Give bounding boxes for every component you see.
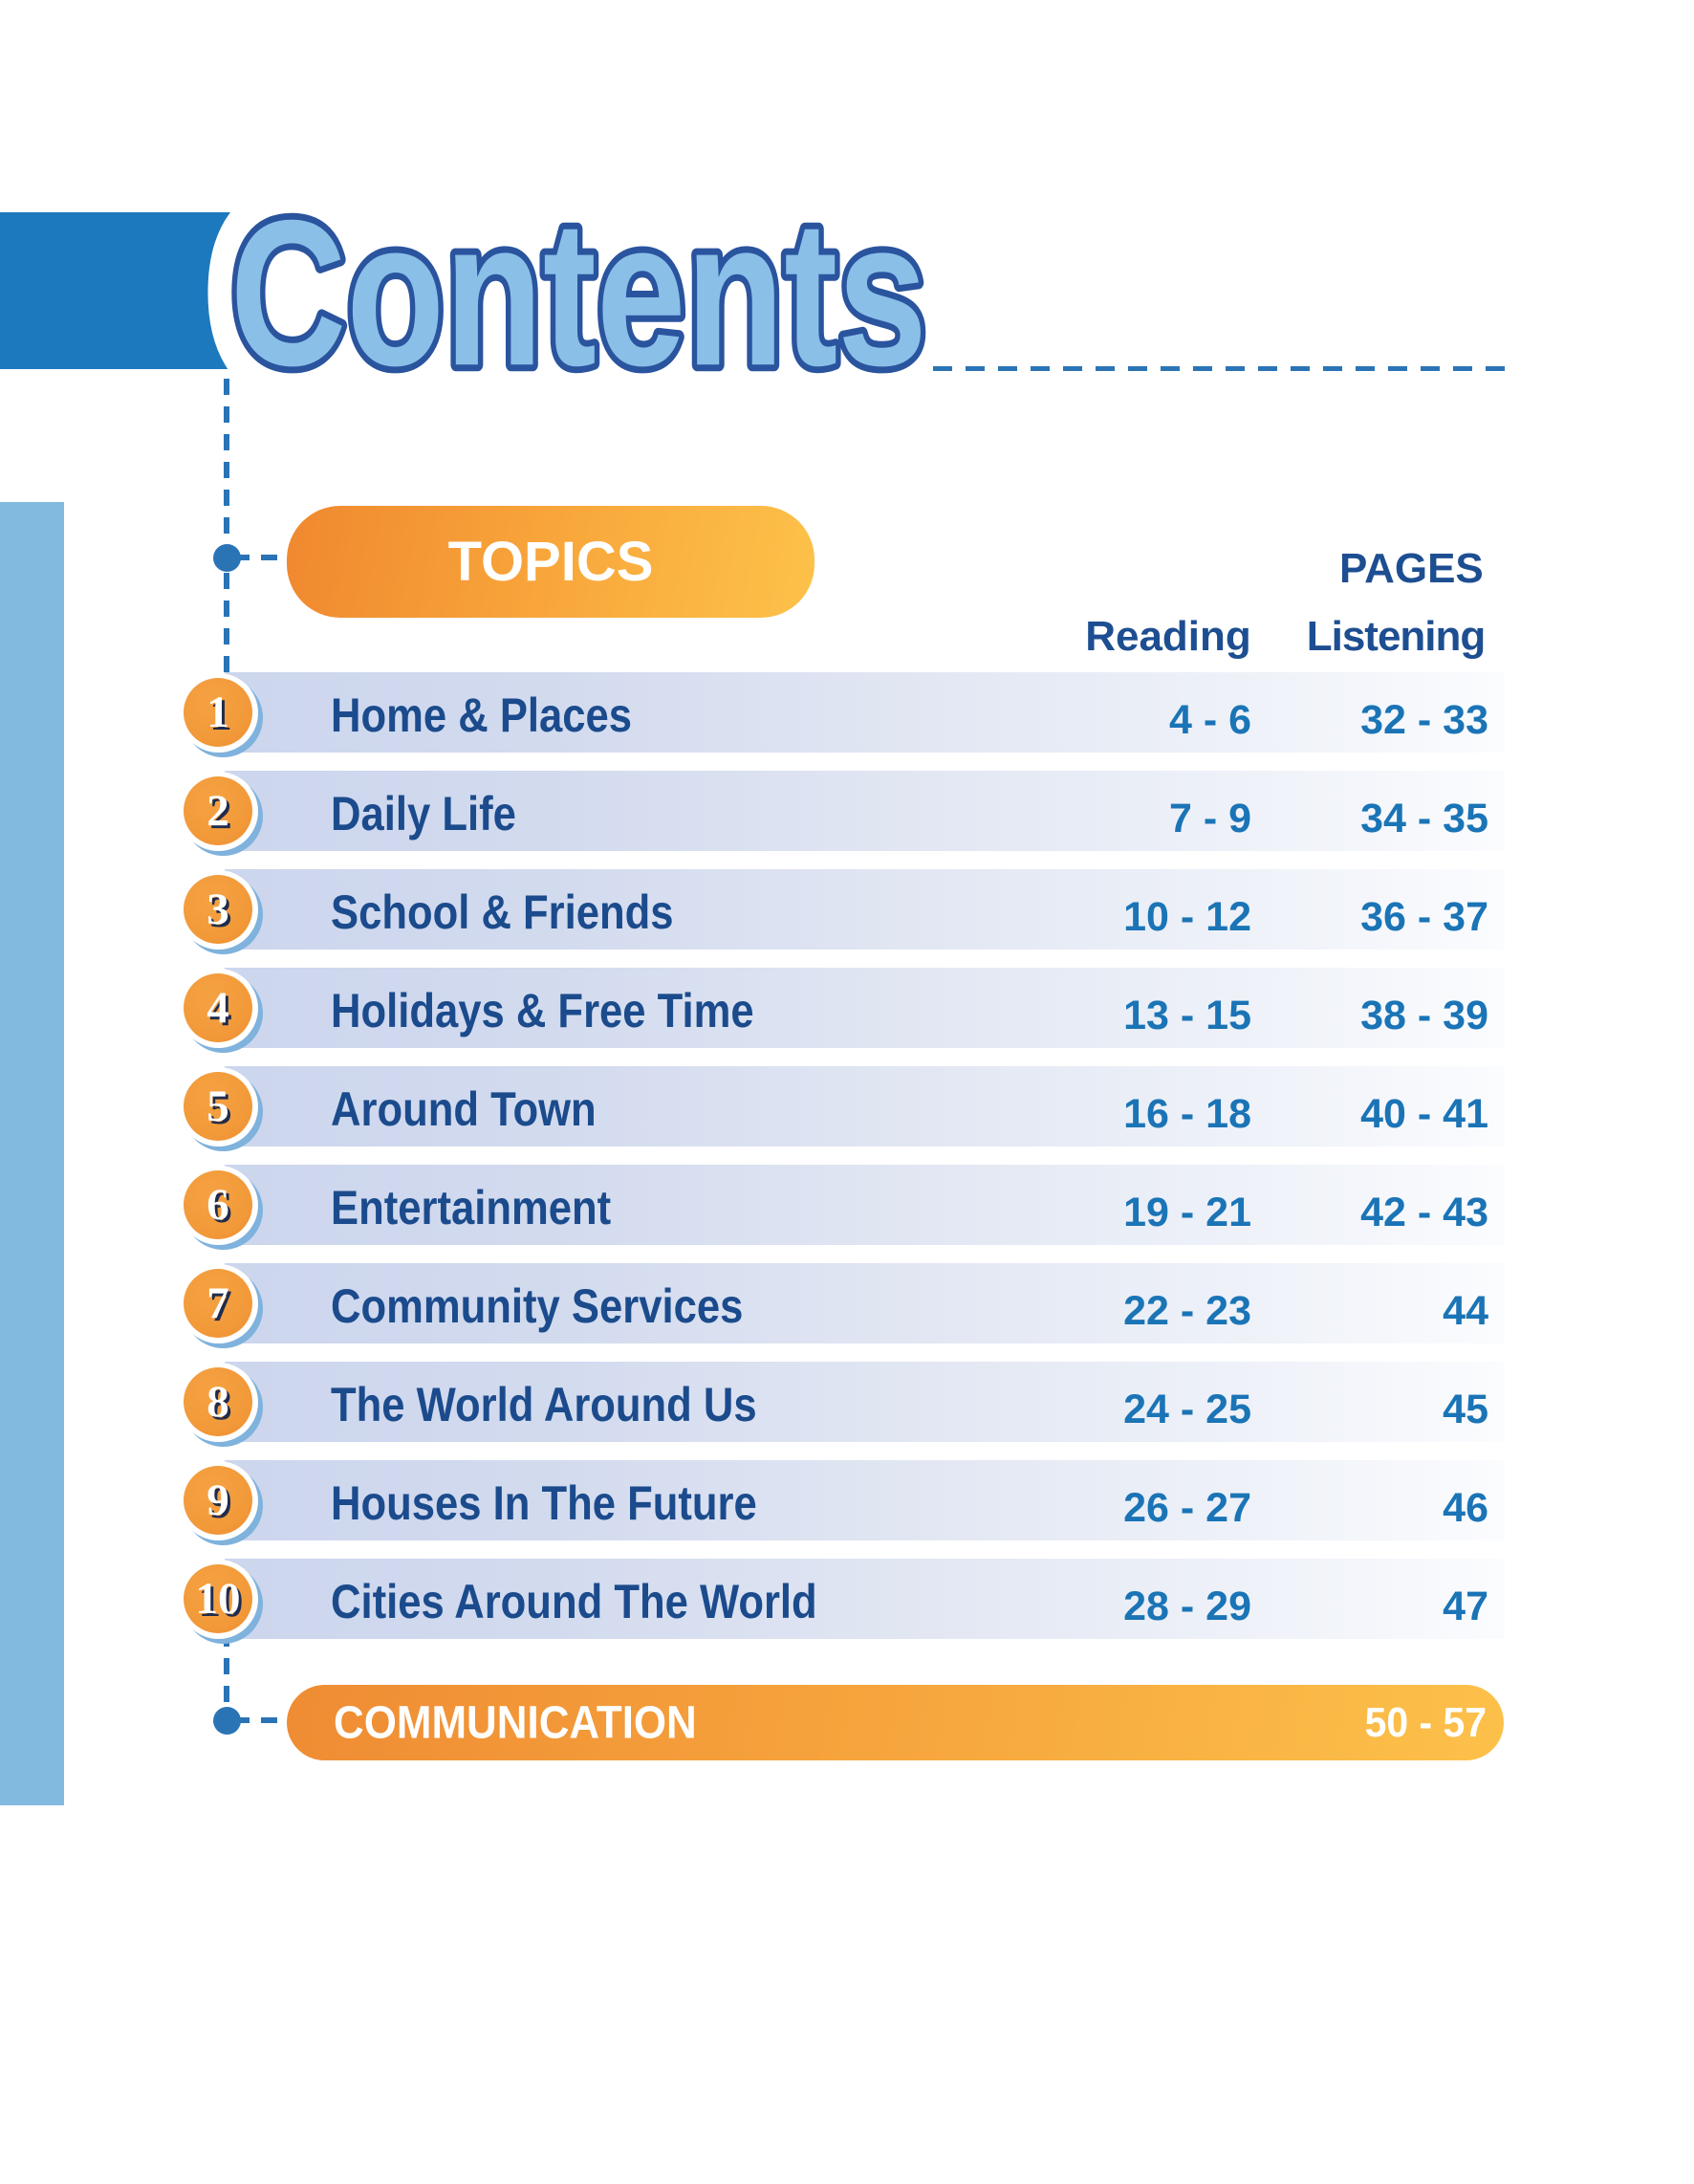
- svg-text:Contents: Contents: [230, 177, 927, 408]
- svg-text:Contents: Contents: [230, 177, 927, 408]
